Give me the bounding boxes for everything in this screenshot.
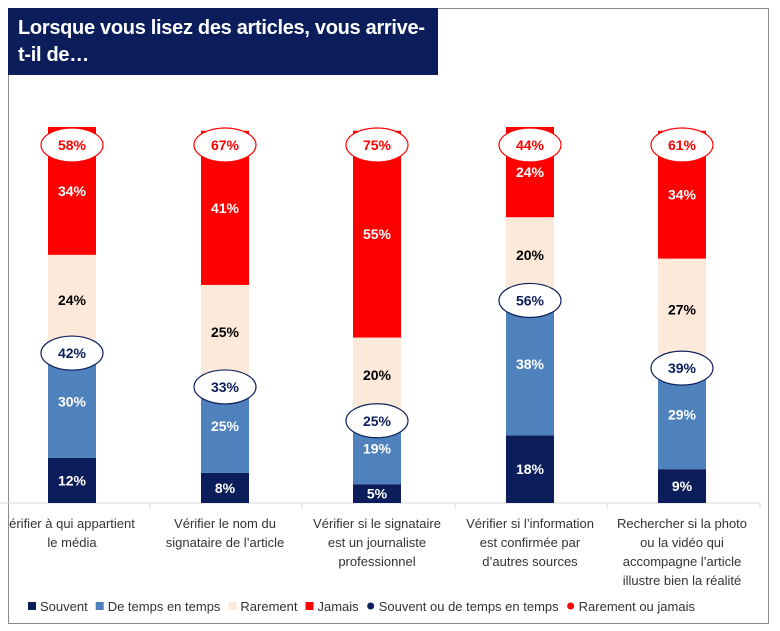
total-ellipse [40, 127, 104, 163]
data-label: 5% [367, 486, 388, 502]
legend-label: Souvent [40, 599, 88, 614]
legend-label: Jamais [318, 599, 360, 614]
legend-label: De temps en temps [108, 599, 221, 614]
total-label: 75% [363, 137, 392, 153]
total-label: 25% [363, 413, 392, 429]
total-ellipse [345, 127, 409, 163]
category-label: accompagne l’article [623, 554, 742, 569]
total-label: 44% [516, 137, 545, 153]
data-label: 24% [58, 292, 87, 308]
data-label: 41% [211, 200, 240, 216]
data-label: 8% [215, 480, 236, 496]
data-label: 29% [668, 407, 697, 423]
legend-label: Souvent ou de temps en temps [379, 599, 559, 614]
category-label: ou la vidéo qui [640, 535, 724, 550]
category-label: Rechercher si la photo [617, 516, 747, 531]
total-ellipse [345, 403, 409, 439]
bar-segment [48, 254, 96, 346]
data-label: 34% [668, 187, 697, 203]
legend-label: Rarement ou jamais [579, 599, 696, 614]
total-label: 61% [668, 137, 697, 153]
bar-segment [48, 457, 96, 503]
bar-segment [658, 469, 706, 503]
total-ellipse [650, 350, 714, 386]
total-ellipse [40, 335, 104, 371]
total-label: 67% [211, 137, 240, 153]
category-label: d’autres sources [482, 554, 578, 569]
bar-segment [353, 130, 401, 338]
data-label: 18% [516, 461, 545, 477]
data-label: 19% [363, 440, 392, 456]
total-label: 56% [516, 292, 545, 308]
legend-marker [567, 602, 575, 610]
category-label: Vérifier si le signataire [313, 516, 441, 531]
category-label: professionnel [338, 554, 415, 569]
legend-marker [367, 602, 375, 610]
legend-label: Rarement [240, 599, 297, 614]
data-label: 30% [58, 393, 87, 409]
total-label: 58% [58, 137, 87, 153]
category-label: érifier à qui appartient [9, 516, 135, 531]
chart-title: Lorsque vous lisez des articles, vous ar… [8, 8, 438, 75]
legend-swatch [305, 602, 314, 610]
total-label: 42% [58, 345, 87, 361]
legend-swatch [28, 602, 36, 610]
total-ellipse [193, 127, 257, 163]
data-label: 20% [516, 247, 545, 263]
bar-segment [201, 284, 249, 379]
bar-segment [658, 258, 706, 361]
data-label: 12% [58, 472, 87, 488]
category-label: est confirmée par [480, 535, 581, 550]
data-label: 9% [672, 478, 693, 494]
total-ellipse [498, 282, 562, 319]
category-label: le média [47, 535, 97, 550]
bar-segment [506, 217, 554, 293]
data-label: 55% [363, 226, 392, 242]
data-label: 34% [58, 183, 87, 199]
category-label: signataire de l’article [166, 535, 285, 550]
total-ellipse [498, 127, 562, 163]
data-label: 24% [516, 164, 545, 180]
legend-swatch [95, 602, 104, 610]
total-ellipse [193, 369, 257, 405]
category-label: Vérifier le nom du [174, 516, 276, 531]
category-label: illustre bien la réalité [623, 573, 742, 588]
category-label: Vérifier si l’information [466, 516, 594, 531]
total-label: 33% [211, 379, 240, 395]
data-label: 27% [668, 301, 697, 317]
data-label: 38% [516, 356, 545, 372]
bar-segment [506, 435, 554, 503]
category-label: est un journaliste [328, 535, 426, 550]
bar-segment [353, 337, 401, 413]
data-label: 20% [363, 367, 392, 383]
legend-swatch [228, 602, 237, 610]
bar-segment [201, 472, 249, 503]
data-label: 25% [211, 324, 240, 340]
total-ellipse [650, 127, 714, 163]
bar-segment [353, 484, 401, 503]
total-label: 39% [668, 360, 697, 376]
data-label: 25% [211, 418, 240, 434]
